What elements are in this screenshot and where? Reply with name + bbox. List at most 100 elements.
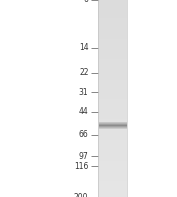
- Bar: [98, 45, 127, 47]
- Bar: [98, 96, 127, 98]
- Bar: [98, 94, 127, 97]
- Bar: [98, 34, 127, 36]
- Bar: [98, 140, 127, 142]
- Bar: [99, 123, 127, 124]
- Bar: [98, 129, 127, 132]
- Bar: [98, 73, 127, 76]
- Bar: [98, 86, 127, 88]
- Bar: [98, 154, 127, 156]
- Bar: [98, 121, 127, 123]
- Bar: [98, 115, 127, 117]
- Bar: [98, 189, 127, 191]
- Bar: [98, 36, 127, 39]
- Bar: [98, 92, 127, 94]
- Bar: [98, 78, 127, 80]
- Bar: [98, 144, 127, 146]
- Bar: [98, 49, 127, 51]
- Bar: [98, 14, 127, 16]
- Bar: [99, 122, 127, 123]
- Bar: [98, 146, 127, 148]
- Bar: [98, 61, 127, 63]
- Text: 6: 6: [84, 0, 88, 5]
- Bar: [98, 185, 127, 188]
- Bar: [98, 38, 127, 41]
- Bar: [98, 173, 127, 175]
- Bar: [98, 167, 127, 169]
- Bar: [98, 7, 127, 10]
- Bar: [98, 193, 127, 196]
- Bar: [98, 152, 127, 154]
- Bar: [98, 22, 127, 24]
- Bar: [98, 76, 127, 78]
- Text: 66: 66: [79, 130, 88, 139]
- Bar: [98, 177, 127, 179]
- Bar: [98, 3, 127, 6]
- Bar: [98, 191, 127, 194]
- Text: 97: 97: [79, 152, 88, 161]
- Bar: [98, 98, 127, 101]
- Bar: [98, 131, 127, 134]
- Bar: [98, 127, 127, 130]
- Bar: [98, 105, 127, 107]
- Text: 31: 31: [79, 88, 88, 97]
- Bar: [98, 164, 127, 167]
- Bar: [99, 124, 127, 125]
- Bar: [99, 125, 127, 126]
- Bar: [98, 30, 127, 32]
- Bar: [98, 158, 127, 161]
- Bar: [99, 127, 127, 128]
- Bar: [98, 57, 127, 59]
- Bar: [98, 69, 127, 72]
- Bar: [98, 20, 127, 22]
- Bar: [98, 109, 127, 111]
- Bar: [99, 122, 127, 123]
- Bar: [98, 40, 127, 43]
- Bar: [98, 150, 127, 152]
- Bar: [98, 28, 127, 30]
- Text: 116: 116: [74, 162, 88, 171]
- Bar: [98, 160, 127, 163]
- Bar: [98, 175, 127, 177]
- Bar: [98, 32, 127, 34]
- Text: 14: 14: [79, 43, 88, 52]
- Bar: [98, 55, 127, 57]
- Bar: [99, 128, 127, 129]
- Bar: [98, 187, 127, 190]
- Bar: [98, 136, 127, 138]
- Text: 200: 200: [74, 192, 88, 197]
- Bar: [98, 24, 127, 26]
- Bar: [98, 51, 127, 53]
- Bar: [98, 0, 127, 1]
- Bar: [98, 100, 127, 103]
- Bar: [98, 65, 127, 68]
- Bar: [98, 1, 127, 3]
- Bar: [98, 26, 127, 28]
- Bar: [98, 67, 127, 70]
- Bar: [98, 90, 127, 92]
- Bar: [99, 124, 127, 125]
- Bar: [98, 169, 127, 171]
- Bar: [99, 124, 127, 125]
- Bar: [98, 125, 127, 127]
- Bar: [98, 148, 127, 150]
- Bar: [99, 127, 127, 128]
- Bar: [98, 5, 127, 7]
- Bar: [98, 102, 127, 105]
- Bar: [98, 84, 127, 86]
- Bar: [98, 0, 127, 197]
- Bar: [99, 126, 127, 127]
- Bar: [98, 195, 127, 197]
- Bar: [98, 43, 127, 45]
- Bar: [98, 179, 127, 181]
- Bar: [98, 107, 127, 109]
- Bar: [99, 128, 127, 129]
- Bar: [98, 119, 127, 121]
- Bar: [98, 16, 127, 18]
- Bar: [98, 47, 127, 49]
- Bar: [98, 53, 127, 55]
- Bar: [98, 183, 127, 185]
- Bar: [98, 88, 127, 90]
- Bar: [98, 134, 127, 136]
- Bar: [98, 63, 127, 65]
- Bar: [98, 11, 127, 14]
